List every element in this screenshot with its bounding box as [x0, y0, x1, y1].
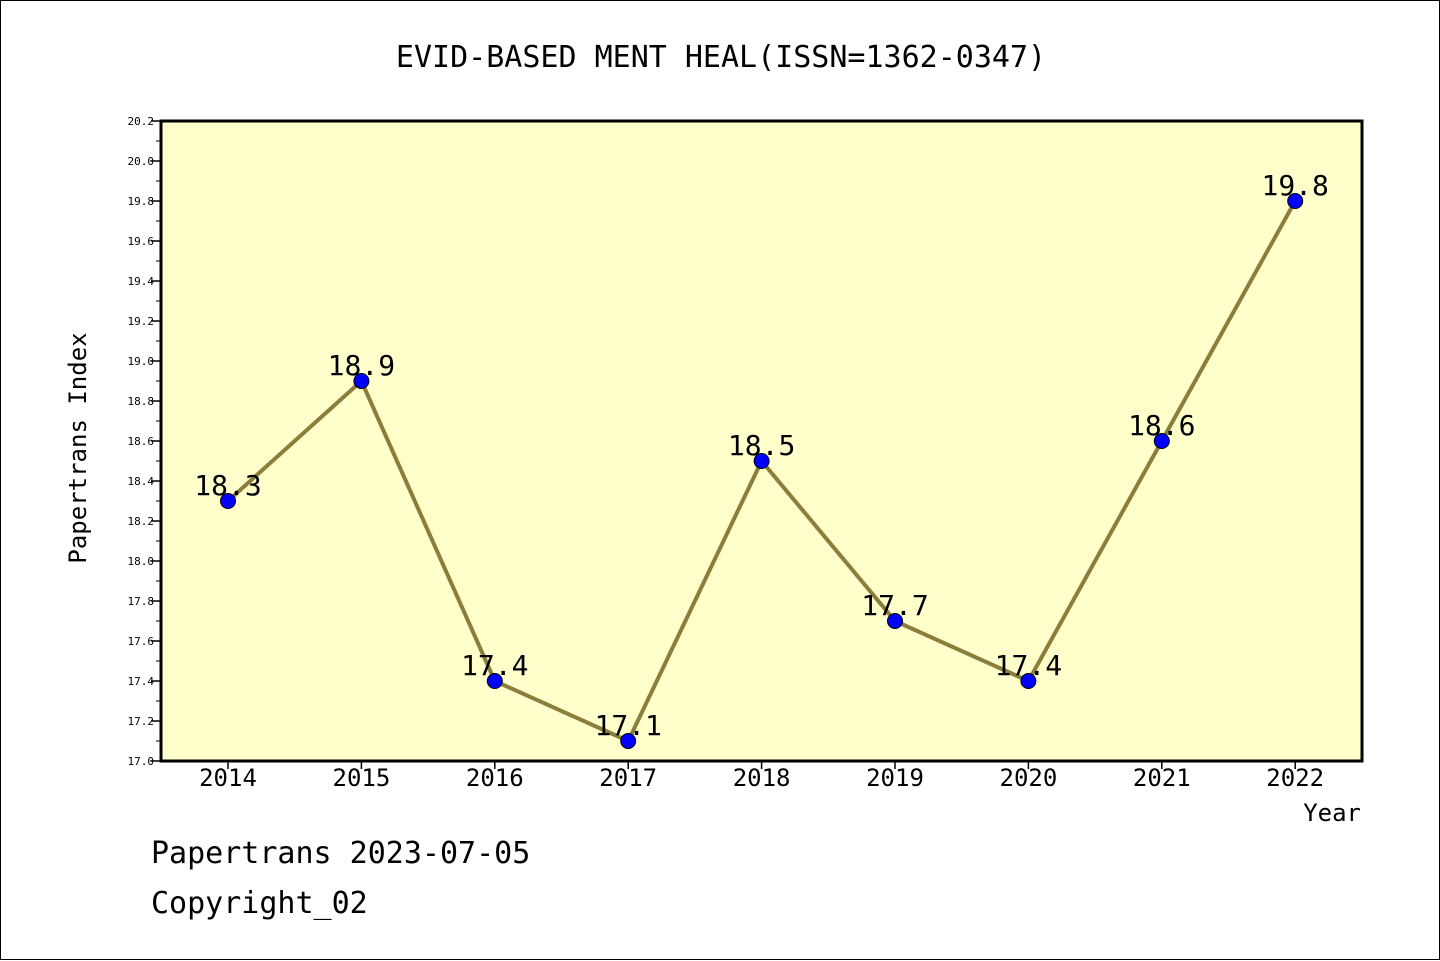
y-tick-label: 19.6: [128, 235, 155, 248]
y-axis: 17.0 17.2 17.4 17.6 17.8 18.0 18.2 18.4 18.6 18.8…: [128, 115, 161, 768]
y-tick-label: 20.0: [128, 155, 155, 168]
x-axis-label: Year: [1303, 799, 1361, 827]
data-label: 17.1: [594, 709, 661, 742]
data-label: 17.7: [861, 589, 928, 622]
data-label: 18.9: [328, 349, 395, 382]
x-tick-label: 2015: [333, 764, 391, 792]
data-point-marker: [887, 613, 903, 629]
x-tick-label: 2018: [733, 764, 791, 792]
data-label: 17.4: [461, 649, 528, 682]
y-tick-label: 19.8: [128, 195, 155, 208]
data-point-marker: [486, 673, 503, 689]
chart-title: EVID-BASED MENT HEAL(ISSN=1362-0347): [396, 40, 1046, 75]
y-tick-label: 19.2: [128, 315, 155, 328]
data-points: [220, 193, 1304, 749]
data-label: 17.4: [995, 649, 1062, 682]
y-tick-label: 17.0: [128, 755, 155, 768]
x-tick-label: 2020: [1000, 764, 1058, 792]
data-point-marker: [353, 373, 370, 389]
data-label: 19.8: [1261, 169, 1328, 202]
data-label: 18.3: [194, 469, 261, 502]
data-point-marker: [220, 493, 236, 509]
y-tick-label: 18.8: [128, 395, 155, 408]
y-tick-label: 17.2: [128, 715, 155, 728]
y-tick-label: 19.0: [128, 355, 155, 368]
x-tick-label: 2022: [1266, 764, 1324, 792]
x-axis: 2014 2015 2016 2017 2018 2019 2020 2021 2022: [199, 761, 1324, 792]
y-tick-label: 18.6: [128, 435, 155, 448]
y-axis-label: Papertrans Index: [64, 332, 92, 563]
y-tick-label: 17.4: [128, 675, 155, 688]
data-labels: 18.3 18.9 17.4 17.1 18.5 17.7 17.4 18.6 19.8: [194, 169, 1329, 742]
y-tick-label: 18.4: [128, 475, 155, 488]
x-tick-label: 2016: [466, 764, 524, 792]
footer-copyright-text: Copyright_02: [151, 886, 368, 921]
x-tick-label: 2017: [599, 764, 657, 792]
data-label: 18.6: [1128, 409, 1195, 442]
y-tick-label: 19.4: [128, 275, 155, 288]
y-tick-label: 18.2: [128, 515, 155, 528]
data-label: 18.5: [728, 429, 795, 462]
data-point-marker: [1153, 433, 1170, 449]
y-tick-label: 20.2: [128, 115, 155, 128]
y-tick-label: 17.6: [128, 635, 155, 648]
y-tick-label: 18.0: [128, 555, 155, 568]
data-point-marker: [753, 453, 770, 469]
x-tick-label: 2021: [1133, 764, 1191, 792]
x-tick-label: 2014: [199, 764, 257, 792]
data-point-marker: [1287, 193, 1304, 209]
x-tick-label: 2019: [866, 764, 924, 792]
footer-date-text: Papertrans 2023-07-05: [151, 836, 531, 871]
data-point-marker: [620, 733, 637, 749]
data-point-marker: [1020, 673, 1037, 689]
y-tick-label: 17.8: [128, 595, 155, 608]
